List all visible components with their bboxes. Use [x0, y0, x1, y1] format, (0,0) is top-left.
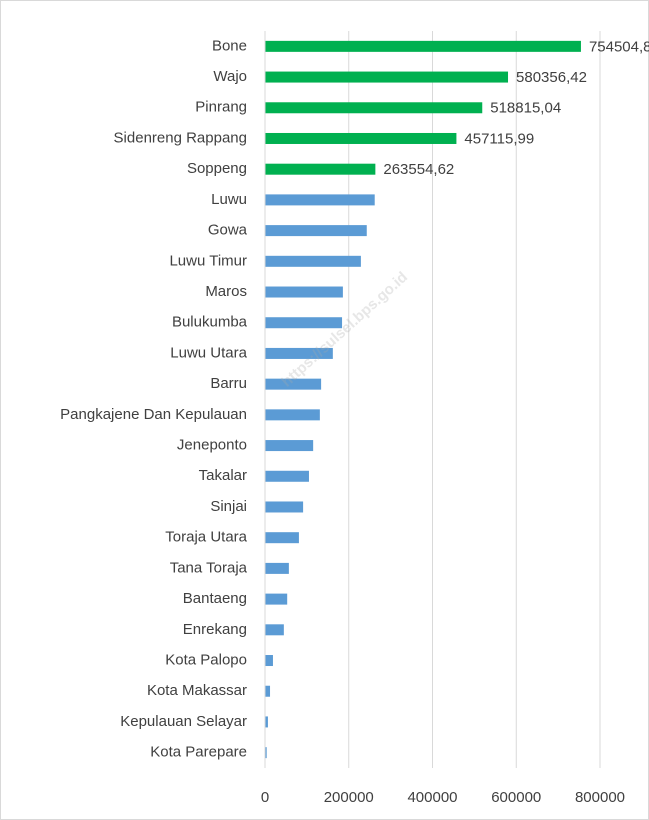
y-tick-label: Pangkajene Dan Kepulauan [60, 406, 247, 423]
y-tick-label: Enrekang [183, 621, 247, 638]
y-tick-label: Kota Parepare [150, 744, 247, 761]
y-tick-label: Kota Palopo [165, 651, 247, 668]
x-tick-label: 400000 [407, 789, 457, 806]
bar [265, 470, 309, 482]
bar [265, 163, 376, 175]
y-tick-label: Pinrang [195, 99, 247, 116]
bar [265, 378, 322, 390]
y-tick-label: Bulukumba [172, 314, 248, 331]
bar [265, 347, 333, 359]
x-tick-label: 200000 [324, 789, 374, 806]
bar [265, 716, 268, 728]
bar [265, 532, 299, 544]
y-tick-label: Luwu Timur [169, 252, 247, 269]
y-tick-label: Bantaeng [183, 590, 247, 607]
y-tick-label: Kota Makassar [147, 682, 247, 699]
y-tick-label: Kepulauan Selayar [120, 713, 247, 730]
bar [265, 409, 320, 421]
bar [265, 440, 314, 452]
y-tick-label: Sinjai [210, 498, 247, 515]
y-tick-label: Sidenreng Rappang [114, 129, 247, 146]
data-label: 457115,99 [464, 130, 534, 147]
data-label: 518815,04 [490, 100, 561, 117]
bar [265, 194, 375, 206]
data-label: 754504,8 [589, 38, 649, 55]
bar [265, 286, 343, 298]
y-tick-label: Takalar [199, 467, 247, 484]
x-tick-label: 0 [261, 789, 269, 806]
bar [265, 255, 361, 267]
y-tick-label: Wajo [213, 68, 247, 85]
bar [265, 747, 267, 759]
y-tick-label: Luwu [211, 191, 247, 208]
bar [265, 655, 273, 667]
y-tick-label: Soppeng [187, 160, 247, 177]
data-label: 263554,62 [383, 161, 454, 178]
y-tick-label: Tana Toraja [170, 559, 248, 576]
y-tick-label: Barru [210, 375, 247, 392]
y-tick-label: Jeneponto [177, 437, 247, 454]
y-tick-label: Luwu Utara [170, 344, 247, 361]
bar [265, 40, 581, 52]
bar [265, 225, 367, 237]
bar [265, 685, 271, 697]
y-tick-label: Toraja Utara [165, 529, 247, 546]
bar [265, 624, 284, 636]
bar [265, 317, 343, 329]
bar [265, 102, 483, 114]
bar [265, 501, 304, 513]
x-tick-label: 800000 [575, 789, 625, 806]
bar [265, 71, 509, 83]
y-tick-label: Gowa [208, 222, 248, 239]
y-tick-label: Bone [212, 37, 247, 54]
data-label: 580356,42 [516, 69, 587, 86]
bar [265, 562, 289, 574]
bar [265, 593, 288, 605]
y-tick-label: Maros [205, 283, 247, 300]
x-tick-label: 600000 [491, 789, 541, 806]
bar [265, 132, 457, 144]
